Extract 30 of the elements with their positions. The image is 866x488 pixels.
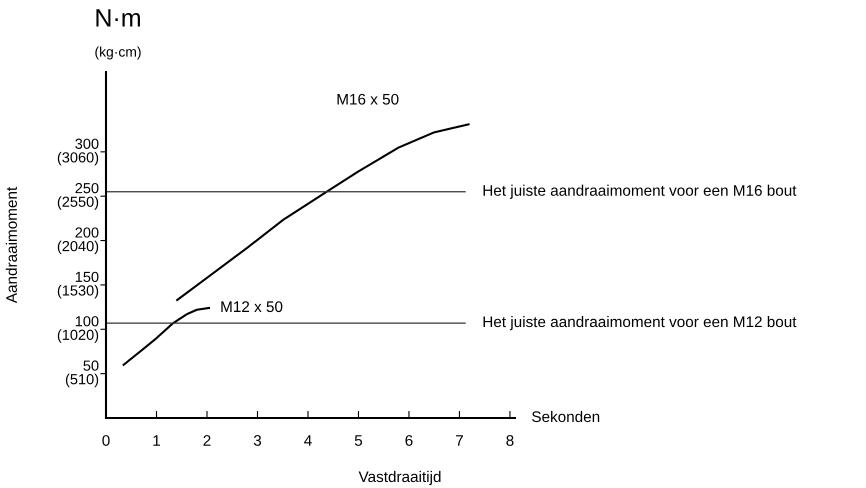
y2-tick-label: (1530): [58, 284, 98, 299]
y-tick-label: 100: [76, 316, 98, 326]
chart-subtitle: (kg·cm): [95, 46, 141, 60]
x-tick-label: 4: [304, 435, 312, 446]
y-tick-label: 150: [76, 272, 98, 282]
x-tick-label: 1: [153, 435, 160, 446]
x-axis-title: Vastdraaitijd: [358, 470, 440, 486]
ref-line-label: Het juiste aandraaimoment voor een M12 bout: [484, 316, 796, 330]
series-label: M12 x 50: [221, 301, 282, 312]
y2-tick-label: (3060): [58, 152, 98, 166]
x-tick-label: 5: [354, 435, 362, 446]
y2-tick-label: (2040): [58, 240, 98, 254]
ref-line-label: Het juiste aandraaimoment voor een M16 bout: [484, 184, 796, 199]
x-tick-label: 8: [506, 435, 514, 446]
x-tick-label: 6: [405, 435, 413, 446]
y-tick-label: 300: [75, 138, 98, 149]
x-tick-label: 0: [102, 435, 110, 446]
y-tick-label: 200: [75, 227, 98, 238]
chart-title: N·m: [96, 9, 140, 26]
text: M16 x 50: [338, 94, 399, 105]
y2-tick-label: (510): [66, 374, 98, 388]
y-tick-label: 50: [83, 360, 98, 371]
x-tick-label: 3: [254, 435, 262, 446]
x-tick-label: 2: [204, 435, 210, 446]
y-tick-label: 250: [75, 182, 98, 194]
x-tick-label: 7: [456, 435, 463, 446]
text: Sekonden: [532, 410, 600, 422]
y2-axis-title: Aandraaimoment: [6, 186, 17, 304]
y2-tick-label: (1020): [58, 329, 98, 343]
y2-tick-label: (2550): [58, 196, 98, 210]
